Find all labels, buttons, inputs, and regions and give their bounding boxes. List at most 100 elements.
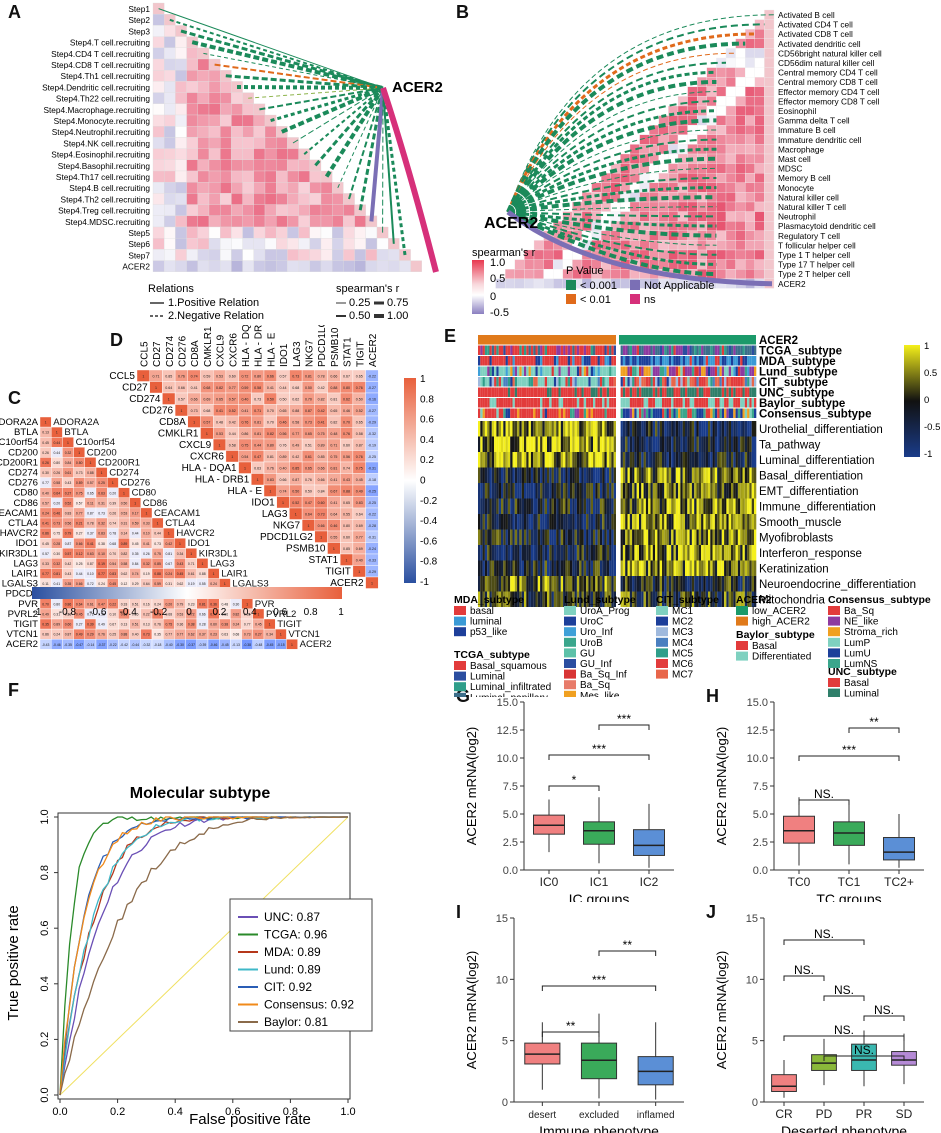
panel-e-heat-cell (595, 514, 598, 530)
panel-d-cell-value: 1 (257, 478, 259, 482)
panel-e-annot-cell (632, 408, 635, 418)
panel-e-heat-cell (648, 545, 651, 561)
panel-b-cell (754, 259, 765, 270)
panel-d-col-label: PDCD1LG2 (317, 325, 328, 367)
panel-e-annot-cell (636, 345, 639, 355)
panel-a-cell (197, 92, 210, 104)
panel-a-cell (320, 238, 333, 250)
panel-e-heat-cell (510, 452, 513, 468)
box-x-tick-label: SD (896, 1107, 913, 1121)
panel-e-heat-cell (560, 514, 564, 530)
panel-e-heat-cell (579, 514, 582, 530)
panel-d-row-label: CD276 (142, 406, 174, 417)
panel-e-annot-cell (689, 398, 692, 408)
panel-e-heat-cell (712, 498, 715, 514)
panel-e-heat-cell (747, 498, 750, 514)
panel-b-cell (735, 105, 746, 116)
panel-e-legend-swatch (656, 606, 668, 615)
panel-e-heat-cell (611, 560, 614, 576)
panel-c-cell-value: 0.26 (53, 471, 60, 475)
panel-c-cell-value: 0.83 (65, 512, 72, 516)
panel-e-heat-cell (590, 436, 593, 452)
panel-e-heat-cell (657, 591, 660, 607)
panel-e-heat-cell (728, 421, 731, 437)
panel-e-annot-cell (648, 387, 651, 397)
panel-e-annot-cell (625, 366, 628, 376)
panel-e-annot-cell (604, 377, 607, 387)
panel-e-heat-cell (652, 483, 656, 499)
panel-e-heat-cell (563, 436, 566, 452)
panel-e-annot-cell (597, 366, 600, 376)
panel-b-cell (764, 67, 775, 78)
panel-d-cell-value: 0.81 (254, 421, 261, 425)
panel-b-cell (764, 192, 775, 203)
panel-e-heat-cell (537, 421, 541, 437)
panel-b-cell (716, 230, 727, 241)
panel-c-cell-value: 0.73 (98, 512, 105, 516)
panel-e-heat-cell (604, 545, 607, 561)
panel-e-heat-cell (547, 436, 550, 452)
panel-e-heat-cell (742, 498, 745, 514)
panel-e-heat-cell (652, 576, 656, 592)
panel-e-heat-cell (735, 452, 738, 468)
panel-a-cell (152, 70, 165, 82)
panel-b-cell (725, 115, 736, 126)
panel-b-link (507, 211, 717, 256)
panel-e-heat-cell (586, 436, 589, 452)
panel-e-annot-cell (731, 377, 734, 387)
panel-e-heat-cell (645, 483, 649, 499)
panel-e-heat-cell (524, 529, 527, 545)
panel-a-cell (287, 215, 299, 228)
panel-e-heat-cell (627, 545, 630, 561)
panel-e-annot-cell (599, 377, 603, 387)
panel-e-heat-cell (721, 436, 725, 452)
panel-e-annot-cell (662, 366, 665, 376)
panel-e-annot-cell (558, 398, 561, 408)
panel-e-annot-cell (650, 387, 653, 397)
panel-e-annot-cell (482, 366, 485, 376)
panel-e-heat-cell (597, 514, 600, 530)
panel-e-annot-cell (609, 345, 612, 355)
panel-a-cell (276, 215, 288, 228)
panel-e-annot-cell (708, 366, 711, 376)
panel-e-annot-cell (570, 408, 573, 418)
panel-e-heat-cell (574, 467, 577, 483)
panel-e-heat-cell (551, 514, 554, 530)
panel-e-heat-cell (668, 436, 672, 452)
panel-e-annot-cell (687, 408, 690, 418)
panel-b-cell (524, 278, 535, 289)
panel-e-heat-cell (751, 591, 754, 607)
panel-e-heat-cell (524, 436, 527, 452)
panel-e-annot-cell (691, 345, 695, 355)
panel-d-cell-value: 0.80 (343, 386, 350, 390)
panel-e-heat-cell (650, 529, 653, 545)
panel-b-cell (716, 221, 727, 231)
panel-e-annot-cell (655, 345, 658, 355)
panel-e-heat-cell (726, 452, 729, 468)
panel-e-heat-cell (747, 514, 750, 530)
panel-a-link (259, 87, 384, 111)
panel-e-heat-cell (572, 467, 575, 483)
panel-e-annot-cell (705, 398, 708, 408)
panel-e-annot-cell (687, 366, 690, 376)
panel-e-heat-cell (689, 483, 692, 499)
panel-e-heat-cell (712, 591, 715, 607)
panel-e-heat-cell (740, 436, 743, 452)
panel-d-cell-value: 1 (219, 444, 221, 448)
panel-e-annot-cell (714, 377, 718, 387)
panel-e-annot-cell (749, 377, 752, 387)
panel-d-cell-value: 0.57 (280, 375, 287, 379)
panel-e-heat-cell (655, 576, 658, 592)
panel-e-annot-cell (540, 377, 543, 387)
panel-e-heat-cell (662, 421, 665, 437)
panel-e-heat-cell (544, 467, 547, 483)
panel-c-cell-value: 0.40 (132, 633, 139, 637)
panel-d-cell-value: 0.49 (356, 490, 363, 494)
panel-c-cell-value: 0.45 (109, 582, 116, 586)
panel-e-heat-cell (731, 421, 734, 437)
panel-e-heat-cell (694, 545, 697, 561)
panel-e-heat-cell (581, 591, 584, 607)
panel-e-heat-cell (567, 560, 570, 576)
panel-a-link (348, 87, 384, 200)
panel-e-heat-cell (733, 483, 736, 499)
